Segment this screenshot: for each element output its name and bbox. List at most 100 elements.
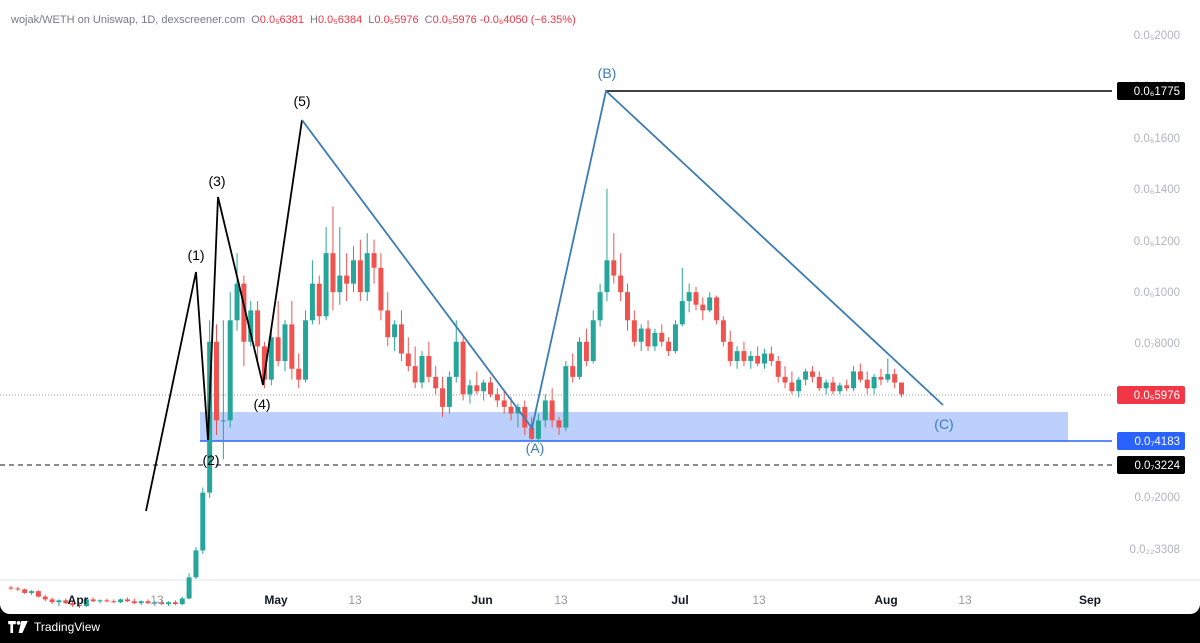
candle-body [152,602,158,604]
candle-body [90,599,96,602]
candle-body [899,382,904,395]
price-badge [1117,82,1185,100]
candle-body [296,368,302,380]
y-tick-label: 0.0₆1400 [1134,184,1180,196]
close-value: 0.0₅5976 [432,14,477,26]
candle-body [857,371,863,380]
x-tick-label: Sep [1079,593,1101,607]
open-label: O [251,14,260,26]
candle-body [172,602,178,605]
price-badges: 0.0₆1775 0.0₅5976 0.0₇4183 0.0₇3224 [1117,82,1185,474]
candle-body [282,324,288,361]
candle-body [111,601,117,603]
candle-body [686,292,692,302]
y-tick-label: 0.0₆1200 [1134,236,1180,248]
candle-body [29,591,35,593]
candle-body [56,600,62,603]
candle-body [446,376,452,407]
candle-body [871,376,877,389]
chart-frame[interactable]: (1)(2)(3)(4)(5)(A)(B)(C) 0.0₅20000.0₆180… [0,0,1200,614]
candle-body [371,253,377,268]
candle-body [412,366,418,383]
candle-body [392,324,398,338]
price-badge-label: 0.0₅5976 [1134,390,1180,402]
wave-label: (4) [253,396,270,412]
candle-body [693,292,699,305]
candle-body [597,292,603,321]
candle-body [8,587,14,589]
x-tick-label: Jun [471,593,492,607]
price-badge-label: 0.0₇4183 [1134,436,1180,448]
candle-body [501,400,507,407]
x-tick-label: Jul [671,593,688,607]
candle-body [631,320,637,342]
price-badge-label: 0.0₆1775 [1134,86,1180,98]
candle-body [145,601,151,604]
time-axis: Apr 13 May 13 Jun 13 Jul 13 Aug 13 Sep [68,593,1101,607]
candle-body [542,400,548,421]
candle-body [474,385,480,392]
close-label: C [424,14,433,26]
candle-body [323,253,329,317]
candle-body [556,420,562,428]
candle-body [337,275,343,293]
candle-body [837,385,843,392]
tradingview-logo-icon [8,621,28,633]
candle-body [214,341,219,421]
candle-body [179,598,185,605]
candle-body [419,355,425,383]
candle-body [583,341,589,361]
candle-body [789,382,795,392]
candle-body [844,385,850,389]
price-badge [1117,456,1185,474]
candle-body [488,382,493,395]
price-chart[interactable]: (1)(2)(3)(4)(5)(A)(B)(C) 0.0₅20000.0₆180… [0,0,1200,614]
candle-body [481,382,487,392]
candle-body [707,297,713,311]
candle-body [494,394,500,401]
candle-body [864,379,870,389]
candle-body [77,605,82,607]
candle-body [344,275,350,284]
candle-body [796,379,802,392]
candle-body [467,385,473,395]
chart-header: wojak/WETH on Uniswap, 1D, dexscreener.c… [11,14,576,26]
candle-body [255,310,261,347]
candle-body [405,353,411,367]
tradingview-brand[interactable]: TradingView [34,620,101,634]
candle-body [782,376,788,383]
candle-body [762,353,767,364]
x-tick-label: 13 [958,593,972,607]
candle-body [35,591,41,597]
candle-body [83,599,89,607]
candle-body [666,341,672,352]
candle-body [570,366,576,377]
candle-body [49,599,55,603]
open-value: 0.0₅6381 [259,14,304,26]
corrective-wave-path [301,89,944,431]
candle-body [426,355,432,377]
candle-body [625,292,630,321]
candle-body [460,341,466,395]
candle-body [309,283,315,321]
high-value: 0.0₅6384 [318,14,363,26]
candle-body [700,304,706,311]
x-tick-label: Aug [874,593,897,607]
candle-body [104,600,110,602]
candle-body [433,376,439,389]
candle-body [768,353,774,361]
high-label: H [310,14,318,26]
y-tick-label: 0.0₂₂3308 [1130,544,1181,556]
candles-group [8,188,904,609]
price-badge [1117,386,1185,404]
candle-body [809,371,815,377]
candle-body [227,320,233,421]
x-tick-label: Apr [68,593,89,607]
price-badge-label: 0.0₇3224 [1134,460,1180,472]
candle-body [577,341,583,377]
candle-body [659,332,665,342]
candle-body [611,260,617,276]
candle-body [529,427,535,439]
candle-body [193,550,199,578]
candle-body [385,310,391,338]
